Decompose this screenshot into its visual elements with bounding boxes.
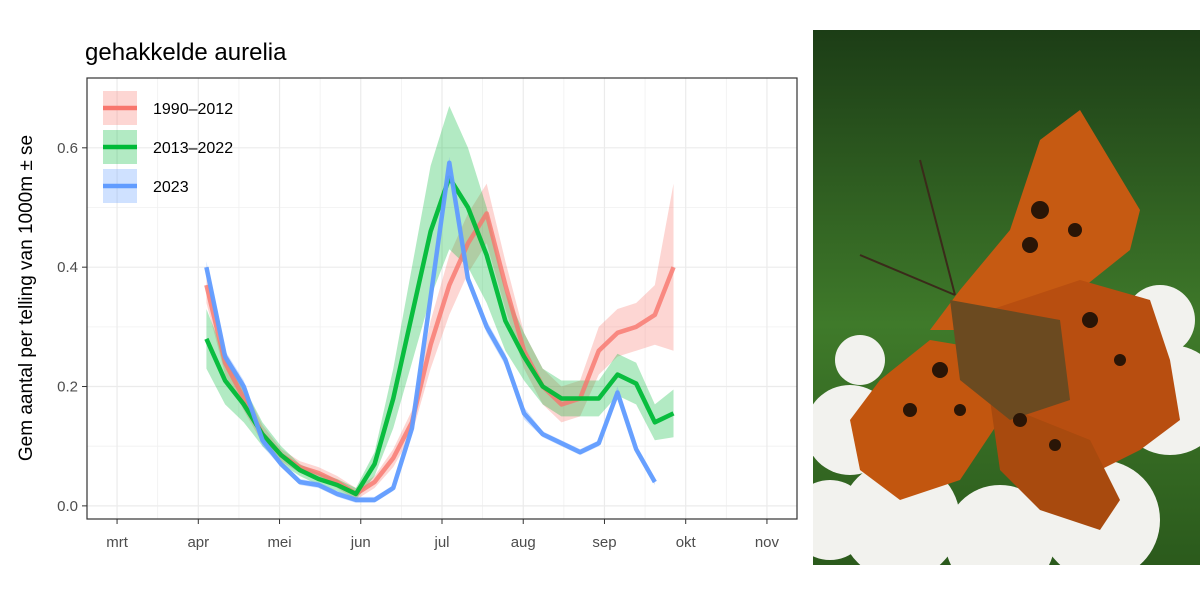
x-tick-label: sep <box>592 534 616 551</box>
legend-label: 2023 <box>153 179 189 196</box>
x-tick-label: nov <box>755 534 780 551</box>
plot-border <box>86 77 798 520</box>
y-tick-label: 0.2 <box>57 379 78 396</box>
y-tick-label: 0.6 <box>57 140 78 157</box>
y-axis-label: Gem aantal per telling van 1000m ± se <box>16 135 37 461</box>
series-line <box>204 160 657 503</box>
x-tick-label: mei <box>267 534 291 551</box>
plot: mrt apr mei jun jul aug sep okt nov 0.0 0.2 0.4 0.6 1… <box>57 77 798 551</box>
y-tick-label: 0.4 <box>57 259 78 276</box>
legend-label: 1990–2012 <box>153 101 233 118</box>
x-tick-label: mrt <box>106 534 128 551</box>
x-tick-label: aug <box>511 534 536 551</box>
butterfly-photo <box>813 30 1200 565</box>
x-tick-label: jun <box>350 534 371 551</box>
se-ribbon <box>206 183 674 500</box>
y-tick-label: 0.0 <box>57 498 78 515</box>
x-tick-label: apr <box>187 534 209 551</box>
legend-label: 2013–2022 <box>153 140 233 157</box>
x-tick-label: jul <box>433 534 449 551</box>
x-tick-label: okt <box>676 534 697 551</box>
chart-title: gehakkelde aurelia <box>85 39 287 66</box>
series-line <box>204 175 675 497</box>
